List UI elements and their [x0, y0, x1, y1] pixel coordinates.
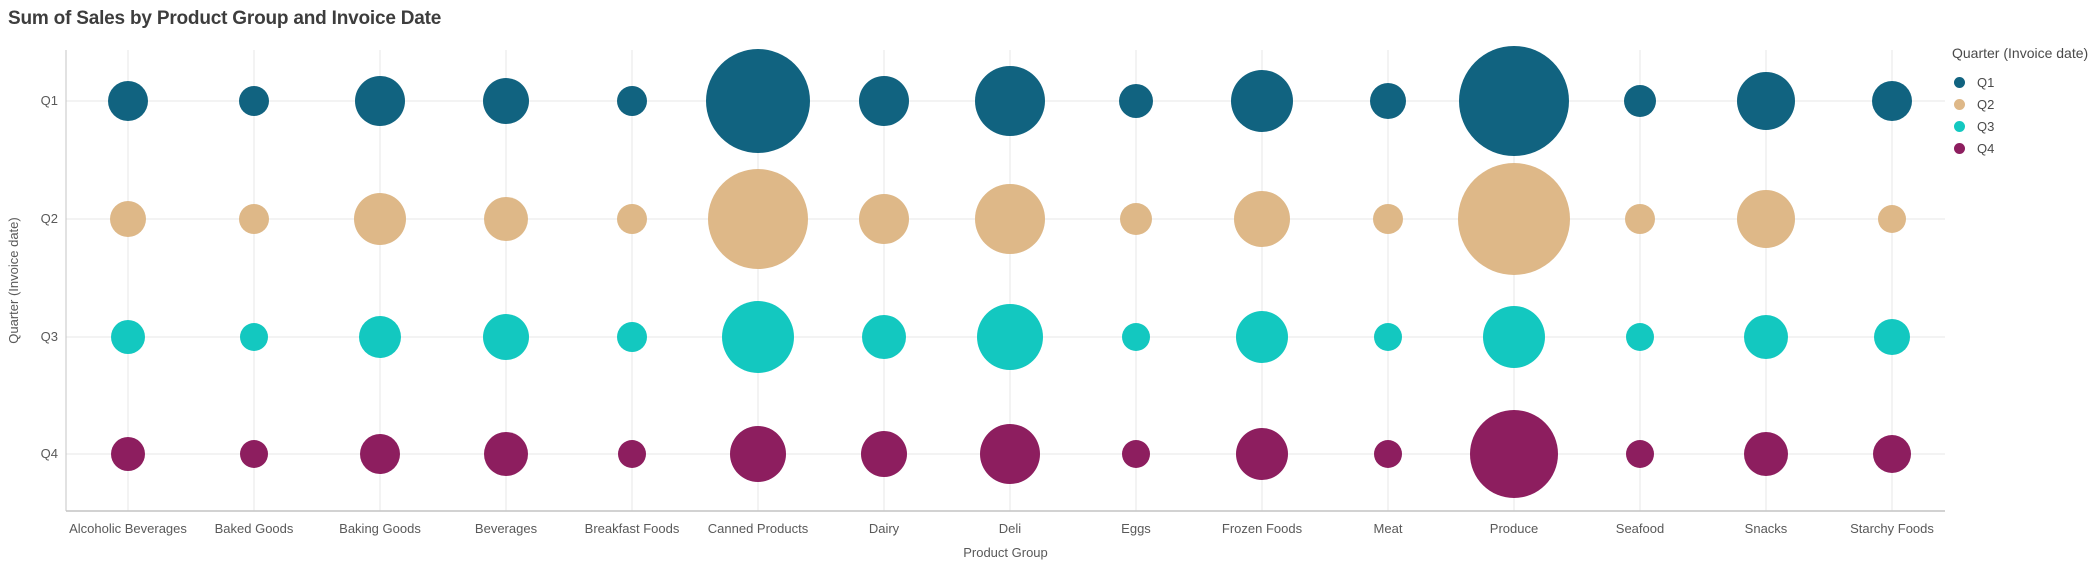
x-tick-label: Alcoholic Beverages — [69, 521, 187, 536]
bubble-canned-products-q1[interactable] — [706, 49, 810, 153]
legend: Quarter (Invoice date) Q1 Q2 Q3 Q4 — [1952, 45, 2092, 159]
x-tick-label: Baking Goods — [339, 521, 421, 536]
legend-item-label: Q4 — [1977, 140, 1995, 156]
legend-item-label: Q3 — [1977, 118, 1995, 134]
bubble-alcoholic-beverages-q3[interactable] — [111, 320, 145, 354]
x-tick-label: Starchy Foods — [1850, 521, 1934, 536]
x-tick-label: Deli — [999, 521, 1022, 536]
bubble-dairy-q3[interactable] — [862, 315, 906, 359]
bubble-seafood-q3[interactable] — [1626, 323, 1654, 351]
bubble-baked-goods-q3[interactable] — [240, 323, 268, 351]
bubble-baking-goods-q3[interactable] — [359, 316, 401, 358]
legend-item-q2[interactable]: Q2 — [1952, 93, 2092, 115]
bubble-alcoholic-beverages-q4[interactable] — [111, 437, 145, 471]
bubble-meat-q1[interactable] — [1370, 83, 1406, 119]
bubble-snacks-q4[interactable] — [1744, 432, 1788, 476]
x-tick-label: Meat — [1374, 521, 1403, 536]
x-tick-label: Snacks — [1745, 521, 1788, 536]
x-axis-title: Product Group — [963, 545, 1048, 560]
y-tick-label: Q3 — [41, 329, 58, 344]
legend-swatch-icon — [1954, 76, 1965, 88]
x-tick-label: Beverages — [475, 521, 538, 536]
bubble-deli-q3[interactable] — [977, 304, 1043, 370]
bubble-meat-q4[interactable] — [1374, 440, 1402, 468]
bubble-starchy-foods-q2[interactable] — [1878, 205, 1906, 233]
legend-swatch-icon — [1954, 120, 1965, 132]
bubble-baked-goods-q4[interactable] — [240, 440, 268, 468]
bubble-breakfast-foods-q2[interactable] — [617, 204, 647, 234]
bubble-snacks-q2[interactable] — [1737, 190, 1795, 248]
x-tick-label: Eggs — [1121, 521, 1151, 536]
bubble-dairy-q2[interactable] — [859, 194, 909, 244]
bubble-beverages-q2[interactable] — [484, 197, 528, 241]
bubble-breakfast-foods-q1[interactable] — [617, 86, 647, 116]
legend-item-q3[interactable]: Q3 — [1952, 115, 2092, 137]
bubble-canned-products-q4[interactable] — [730, 426, 786, 482]
legend-item-q1[interactable]: Q1 — [1952, 71, 2092, 93]
bubble-deli-q4[interactable] — [980, 424, 1040, 484]
bubble-frozen-foods-q1[interactable] — [1231, 70, 1293, 132]
bubble-frozen-foods-q4[interactable] — [1236, 428, 1288, 480]
legend-title: Quarter (Invoice date) — [1952, 45, 2089, 61]
x-tick-label: Frozen Foods — [1222, 521, 1303, 536]
bubble-beverages-q1[interactable] — [483, 78, 529, 124]
legend-item-label: Q1 — [1977, 74, 1995, 90]
bubble-frozen-foods-q3[interactable] — [1236, 311, 1288, 363]
bubble-dairy-q4[interactable] — [861, 431, 907, 477]
bubble-meat-q3[interactable] — [1374, 323, 1402, 351]
bubble-beverages-q3[interactable] — [483, 314, 529, 360]
bubble-snacks-q1[interactable] — [1737, 72, 1795, 130]
bubble-produce-q2[interactable] — [1458, 163, 1570, 275]
y-tick-label: Q2 — [41, 211, 58, 226]
bubble-seafood-q2[interactable] — [1625, 204, 1655, 234]
bubble-canned-products-q2[interactable] — [708, 169, 808, 269]
legend-items: Q1 Q2 Q3 Q4 — [1952, 71, 2092, 159]
bubble-alcoholic-beverages-q2[interactable] — [110, 201, 146, 237]
y-tick-label: Q4 — [41, 446, 58, 461]
x-tick-label: Seafood — [1616, 521, 1664, 536]
bubble-baked-goods-q1[interactable] — [239, 86, 269, 116]
legend-item-label: Q2 — [1977, 96, 1995, 112]
legend-swatch-icon — [1954, 98, 1965, 110]
x-tick-label: Dairy — [869, 521, 900, 536]
bubble-dairy-q1[interactable] — [859, 76, 909, 126]
legend-item-q4[interactable]: Q4 — [1952, 137, 2092, 159]
bubble-baking-goods-q2[interactable] — [354, 193, 406, 245]
bubble-baking-goods-q4[interactable] — [360, 434, 400, 474]
bubble-seafood-q1[interactable] — [1624, 85, 1656, 117]
bubble-baked-goods-q2[interactable] — [239, 204, 269, 234]
bubble-breakfast-foods-q3[interactable] — [617, 322, 647, 352]
x-tick-label: Baked Goods — [215, 521, 294, 536]
bubble-starchy-foods-q4[interactable] — [1873, 435, 1911, 473]
bubble-eggs-q3[interactable] — [1122, 323, 1150, 351]
bubble-eggs-q2[interactable] — [1120, 203, 1152, 235]
legend-swatch-icon — [1954, 142, 1965, 154]
bubble-beverages-q4[interactable] — [484, 432, 528, 476]
chart-title: Sum of Sales by Product Group and Invoic… — [8, 8, 442, 29]
bubble-baking-goods-q1[interactable] — [355, 76, 405, 126]
bubble-alcoholic-beverages-q1[interactable] — [108, 81, 148, 121]
bubble-starchy-foods-q1[interactable] — [1872, 81, 1912, 121]
y-tick-label: Q1 — [41, 93, 58, 108]
bubble-produce-q3[interactable] — [1483, 306, 1545, 368]
bubble-eggs-q1[interactable] — [1119, 84, 1153, 118]
bubble-produce-q4[interactable] — [1470, 410, 1558, 498]
x-tick-label: Canned Products — [708, 521, 809, 536]
bubble-deli-q1[interactable] — [975, 66, 1045, 136]
y-axis-title: Quarter (Invoice date) — [6, 217, 21, 343]
bubble-snacks-q3[interactable] — [1744, 315, 1788, 359]
bubble-eggs-q4[interactable] — [1122, 440, 1150, 468]
bubble-seafood-q4[interactable] — [1626, 440, 1654, 468]
x-tick-label: Breakfast Foods — [585, 521, 680, 536]
bubble-meat-q2[interactable] — [1373, 204, 1403, 234]
bubble-breakfast-foods-q4[interactable] — [618, 440, 646, 468]
bubble-produce-q1[interactable] — [1459, 46, 1569, 156]
bubble-deli-q2[interactable] — [975, 184, 1045, 254]
bubble-frozen-foods-q2[interactable] — [1234, 191, 1290, 247]
bubble-starchy-foods-q3[interactable] — [1874, 319, 1910, 355]
bubble-canned-products-q3[interactable] — [722, 301, 794, 373]
x-tick-label: Produce — [1490, 521, 1538, 536]
